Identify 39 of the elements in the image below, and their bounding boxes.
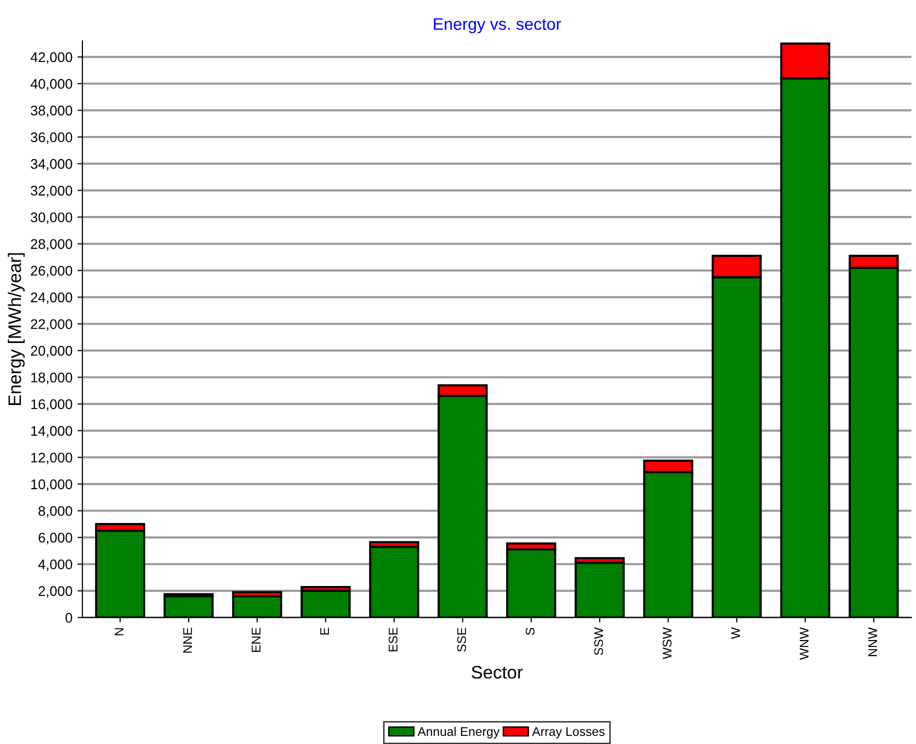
x-tick-label: WNW xyxy=(800,627,808,660)
chart-title: Energy vs. sector xyxy=(434,18,562,34)
y-tick-label: 22,000 xyxy=(30,319,72,331)
x-tick-label: E xyxy=(320,628,329,635)
y-tick-label: 24,000 xyxy=(30,292,72,304)
y-axis-title: Energy [MWh/year] xyxy=(8,253,25,405)
y-tick-label: 0 xyxy=(66,612,72,623)
y-tick-label: 4,000 xyxy=(38,559,72,571)
y-tick-label: 18,000 xyxy=(31,372,72,384)
x-tick-label: NNW xyxy=(868,627,877,656)
y-tick-label: 36,000 xyxy=(30,132,72,144)
x-axis-title: Sector xyxy=(472,666,523,679)
y-tick-label: 40,000 xyxy=(30,78,72,90)
x-tick-label: ENE xyxy=(252,628,260,652)
legend-label: Array Losses xyxy=(532,727,605,738)
x-tick-label: SSW xyxy=(594,627,604,656)
y-tick-label: 10,000 xyxy=(31,479,72,491)
y-tick-label: 32,000 xyxy=(30,186,72,198)
legend-label: Annual Energy xyxy=(418,726,500,738)
y-tick-label: 26,000 xyxy=(30,266,72,278)
y-tick-label: 16,000 xyxy=(31,399,72,411)
y-tick-label: 2,000 xyxy=(38,586,72,598)
y-tick-label: 6,000 xyxy=(38,532,72,544)
x-tick-label: NNE xyxy=(183,628,192,653)
y-tick-label: 28,000 xyxy=(30,239,72,251)
x-tick-label: SSE xyxy=(457,628,466,652)
x-tick-label: WSW xyxy=(662,627,672,660)
y-tick-label: 20,000 xyxy=(30,346,72,358)
y-tick-label: 14,000 xyxy=(31,426,72,438)
y-tick-label: 34,000 xyxy=(30,159,72,171)
x-tick-label: S xyxy=(526,628,535,636)
x-tick-label: N xyxy=(114,628,124,636)
x-tick-label: ESE xyxy=(388,628,398,652)
x-tick-label: W xyxy=(731,627,740,639)
y-tick-label: 30,000 xyxy=(30,212,72,224)
y-tick-label: 38,000 xyxy=(30,106,72,118)
y-tick-label: 12,000 xyxy=(31,452,72,464)
y-tick-label: 42,000 xyxy=(30,52,72,64)
y-tick-label: 8,000 xyxy=(38,506,72,518)
